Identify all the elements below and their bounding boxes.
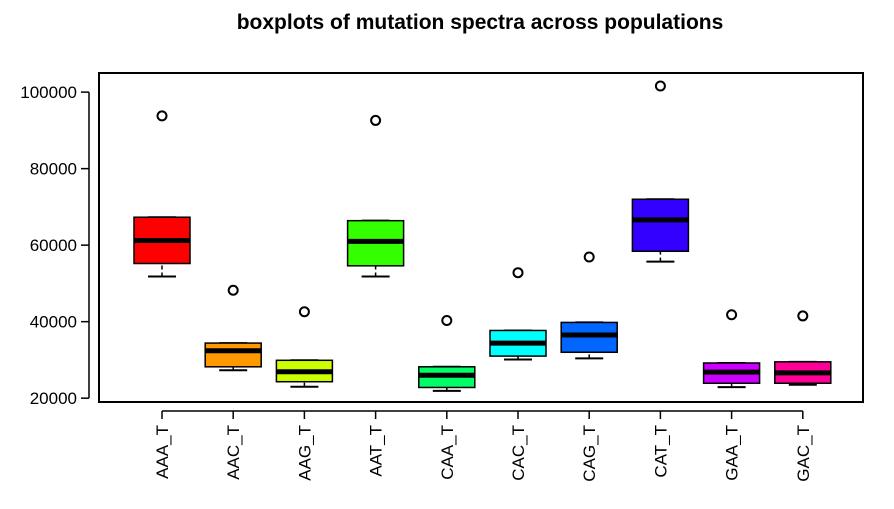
x-tick-label: CAT_T (651, 425, 670, 478)
box-CAG_T (560, 251, 618, 360)
x-tick-label: GAC_T (794, 425, 813, 482)
outlier-point (654, 80, 666, 92)
plot-frame (98, 72, 864, 403)
outlier-point (797, 310, 809, 322)
y-tick-label: 20000 (30, 389, 77, 408)
outlier-point (227, 284, 239, 296)
outlier-point (370, 114, 382, 126)
box-AAT_T (346, 114, 405, 278)
box-CAC_T (489, 267, 547, 361)
y-tick-label: 80000 (30, 160, 77, 179)
x-tick-label: AAG_T (295, 425, 314, 481)
box-body (204, 342, 262, 368)
y-tick-label: 40000 (30, 313, 77, 332)
x-tick-label: CAG_T (580, 425, 599, 482)
x-tick-label: AAA_T (153, 425, 172, 479)
box-CAT_T (631, 80, 690, 263)
y-tick-label: 100000 (20, 83, 77, 102)
x-tick-label: AAC_T (224, 425, 243, 480)
outlier-point (512, 267, 524, 279)
box-AAG_T (275, 306, 334, 388)
box-AAA_T (133, 110, 191, 278)
outlier-point (156, 110, 168, 122)
x-tick-label: AAT_T (367, 425, 386, 477)
plot-area: 20000 40000 60000 80000 100000 AAA_T AAC_T AAG_… (20, 72, 864, 482)
box-body (631, 198, 690, 253)
x-tick-label: CAC_T (509, 425, 528, 481)
x-tick-label: GAA_T (723, 425, 742, 481)
outlier-point (441, 315, 453, 327)
outlier-point (726, 309, 738, 321)
box-GAC_T (774, 310, 832, 386)
outlier-point (298, 306, 310, 318)
x-tick-label: CAA_T (438, 425, 457, 480)
y-tick-label: 60000 (30, 236, 77, 255)
outlier-point (583, 251, 595, 263)
chart-title: boxplots of mutation spectra across popu… (237, 11, 724, 34)
box-CAA_T (418, 315, 476, 392)
box-AAC_T (204, 284, 262, 372)
box-GAA_T (702, 309, 761, 389)
